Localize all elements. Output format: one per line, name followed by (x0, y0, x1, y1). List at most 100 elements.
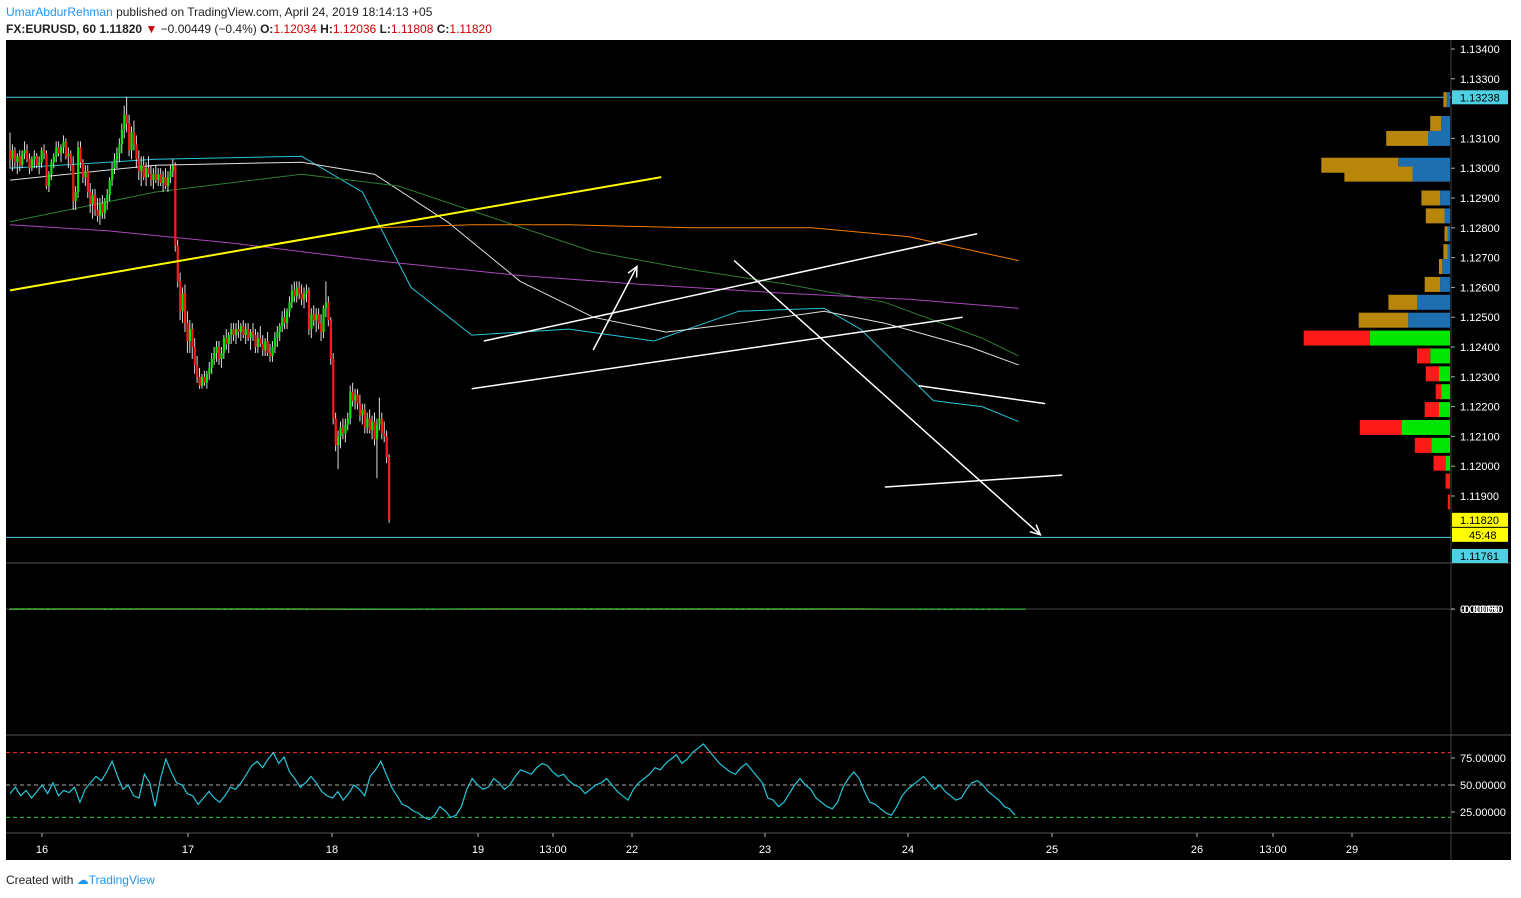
price-axis-background (1451, 40, 1511, 860)
trendline (884, 474, 1063, 488)
candle-body (157, 174, 160, 181)
candle-body (89, 192, 92, 204)
time-tick-label: 17 (182, 844, 194, 856)
candle-body (181, 293, 184, 312)
candle-body (298, 287, 301, 294)
candle-body (341, 427, 345, 434)
macd-tick-label: -0.00050 (1460, 604, 1503, 616)
low-value: 1.11808 (390, 22, 434, 36)
candle-body (259, 338, 262, 345)
candle-body (283, 317, 286, 324)
created-with: Created with (6, 873, 74, 887)
volume-profile-bar (1444, 208, 1450, 224)
author-link[interactable]: UmarAbdurRehman (6, 5, 113, 19)
volume-profile-bar (1430, 348, 1450, 364)
rsi-pane (6, 743, 1451, 821)
candle-body (200, 376, 204, 386)
price-tick-label: 1.12500 (1460, 312, 1500, 324)
volume-profile-bar (1441, 116, 1450, 131)
candle-body (220, 352, 223, 359)
candle-body (132, 132, 136, 145)
volume-profile-bar (1444, 226, 1448, 242)
candle-body (162, 177, 165, 184)
volume-profile-bar (1442, 259, 1450, 275)
chart-header: UmarAbdurRehman published on TradingView… (6, 4, 492, 38)
candle-body (361, 409, 364, 416)
candle-body (244, 329, 247, 336)
candle-body (332, 358, 335, 419)
rsi-tick-label: 25.00000 (1460, 807, 1506, 819)
tradingview-logo-icon[interactable]: ☁ (76, 873, 89, 887)
candle-body (176, 245, 179, 282)
candle-body (198, 376, 201, 386)
candle-body (232, 329, 235, 336)
volume-profile-bar (1424, 402, 1439, 418)
candle-body (64, 141, 68, 157)
price-tick-label: 1.12200 (1460, 402, 1500, 414)
countdown-label: 45:48 (1469, 530, 1497, 542)
candle-body (205, 373, 209, 383)
moving-average-line (9, 224, 1019, 309)
time-tick-label: 26 (1191, 844, 1203, 856)
candle-body (166, 177, 170, 187)
candle-body (74, 192, 77, 201)
rsi-line (9, 743, 1016, 821)
candle-body (106, 195, 109, 201)
candle-body (324, 302, 328, 309)
volume-profile-bar (1428, 130, 1450, 146)
candle-body (286, 311, 289, 324)
candle-body (52, 156, 55, 163)
time-tick-label: 16 (36, 844, 48, 856)
candle-body (363, 409, 366, 428)
volume-profile-bar (1440, 190, 1450, 206)
candle-body (290, 290, 294, 303)
candle-body (354, 394, 357, 401)
candle-body (130, 132, 133, 151)
time-tick-label: 24 (902, 844, 914, 856)
volume-profile-bar (1433, 455, 1446, 471)
chart-background (6, 40, 1451, 860)
candle-body (293, 290, 296, 297)
symbol-label[interactable]: FX:EURUSD, 60 (6, 22, 97, 36)
price-tick-label: 1.13000 (1460, 163, 1500, 175)
candle-body (169, 171, 172, 178)
candle-body (98, 203, 102, 216)
candle-body (193, 347, 196, 365)
rsi-tick-label: 75.00000 (1460, 753, 1506, 765)
macd-tick-label: -0.00100 (1460, 604, 1503, 616)
trendline (471, 316, 963, 390)
candle-body (227, 335, 230, 345)
volume-profile-bar (1417, 348, 1431, 364)
tradingview-brand[interactable]: TradingView (88, 873, 155, 887)
candle-body (271, 347, 274, 356)
close-label: C: (436, 22, 450, 36)
candle-body (115, 153, 119, 160)
candle-body (329, 320, 332, 359)
volume-profile-bar (1440, 276, 1450, 292)
volume-profile-bar (1441, 384, 1450, 400)
candle-body (346, 418, 349, 425)
volume-profile-bar (1425, 366, 1439, 382)
candle-body (16, 156, 19, 163)
price-tick-label: 1.12400 (1460, 342, 1500, 354)
candle-body (179, 281, 182, 312)
publish-line: UmarAbdurRehman published on TradingView… (6, 4, 492, 21)
bottom-line-price-label: 1.11761 (1460, 551, 1499, 563)
change-value: −0.00449 (−0.4%) (160, 22, 257, 36)
candle-body (337, 436, 340, 446)
bottom-line-price-label-box (1452, 549, 1508, 563)
volume-profile-bar (1425, 208, 1445, 224)
footer: Created with ☁TradingView (6, 873, 155, 887)
candle-body (164, 177, 167, 187)
time-tick-label: 22 (626, 844, 638, 856)
candle-body (62, 141, 65, 148)
time-tick-label: 18 (326, 844, 338, 856)
candle-body (210, 358, 213, 368)
candle-body (11, 150, 14, 160)
volume-profile-bar (1412, 166, 1450, 182)
candle-body (266, 341, 269, 353)
candle-body (366, 418, 369, 428)
moving-average-line (9, 173, 1019, 357)
candle-body (234, 329, 238, 336)
